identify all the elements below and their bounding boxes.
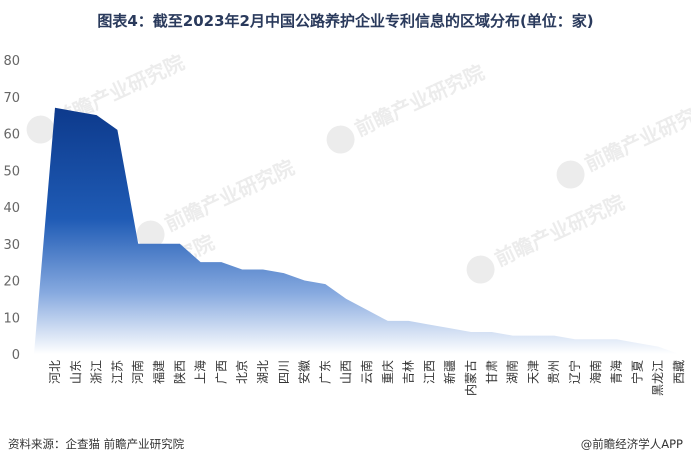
x-tick-label: 海南 <box>588 360 603 384</box>
brand-credit: @前瞻经济学人APP <box>580 437 683 451</box>
x-tick-label: 湖北 <box>255 360 270 384</box>
x-tick-label: 吉林 <box>402 360 416 384</box>
x-tick-label: 新疆 <box>442 360 457 384</box>
x-tick-label: 天津 <box>526 360 540 384</box>
svg-text:前瞻产业研究院: 前瞻产业研究院 <box>491 190 628 271</box>
svg-text:前瞻产业研究院: 前瞻产业研究院 <box>351 60 488 141</box>
svg-text:前瞻产业研究院: 前瞻产业研究院 <box>161 155 298 236</box>
x-tick-label: 宁夏 <box>629 360 644 384</box>
y-axis: 0 10 20 30 40 50 60 70 80 <box>3 54 20 363</box>
svg-text:前瞻产业研究院: 前瞻产业研究院 <box>581 95 691 176</box>
x-tick-label: 重庆 <box>381 360 395 384</box>
x-axis: 河北 山东 浙江 江苏 河南 福建 陕西 上海 广西 北京 湖北 四川 安徽 广东 山西 云南 重庆 吉林 江西 新疆… <box>48 360 686 396</box>
y-tick-label: 70 <box>3 91 20 106</box>
x-tick-label: 云南 <box>359 360 374 384</box>
x-tick-label: 贵州 <box>547 360 561 384</box>
x-tick-label: 浙江 <box>90 360 104 384</box>
x-tick-label: 安徽 <box>297 360 312 384</box>
x-tick-label: 广东 <box>318 360 332 384</box>
y-tick-label: 10 <box>3 311 20 326</box>
area-series <box>34 107 679 355</box>
x-tick-label: 北京 <box>235 360 249 384</box>
x-tick-label: 湖南 <box>505 360 520 384</box>
y-tick-label: 50 <box>3 164 20 179</box>
x-tick-label: 上海 <box>193 360 208 384</box>
x-tick-label: 福建 <box>151 360 166 384</box>
x-tick-label: 陕西 <box>172 360 187 384</box>
y-tick-label: 60 <box>3 128 20 143</box>
x-tick-label: 黑龙江 <box>651 360 665 396</box>
watermark: 前瞻产业研究院 <box>136 155 298 249</box>
chart-title: 图表4：截至2023年2月中国公路养护企业专利信息的区域分布(单位：家) <box>97 12 594 30</box>
y-tick-label: 80 <box>3 54 20 69</box>
watermark: 前瞻产业研究院 <box>556 95 691 189</box>
watermark: 前瞻产业研究院 <box>326 60 488 154</box>
x-tick-label: 四川 <box>277 360 291 384</box>
x-tick-label: 西藏 <box>672 360 686 384</box>
x-tick-label: 青海 <box>609 360 624 384</box>
source-note: 资料来源：企查猫 前瞻产业研究院 <box>8 437 185 451</box>
x-tick-label: 山西 <box>339 360 353 384</box>
y-tick-label: 0 <box>12 348 20 363</box>
x-tick-label: 江苏 <box>110 360 124 384</box>
x-tick-label: 辽宁 <box>567 360 582 384</box>
x-tick-label: 江西 <box>422 360 436 384</box>
y-tick-label: 40 <box>3 201 20 216</box>
y-tick-label: 20 <box>3 275 20 290</box>
watermark: 前瞻产业研究院 <box>466 190 628 284</box>
x-tick-label: 甘肃 <box>485 360 499 384</box>
x-tick-label: 山东 <box>69 360 83 384</box>
x-tick-label: 内蒙古 <box>463 360 478 396</box>
x-tick-label: 河南 <box>130 360 145 384</box>
x-tick-label: 河北 <box>48 360 62 384</box>
y-tick-label: 30 <box>3 238 20 253</box>
x-tick-label: 广西 <box>214 360 228 384</box>
